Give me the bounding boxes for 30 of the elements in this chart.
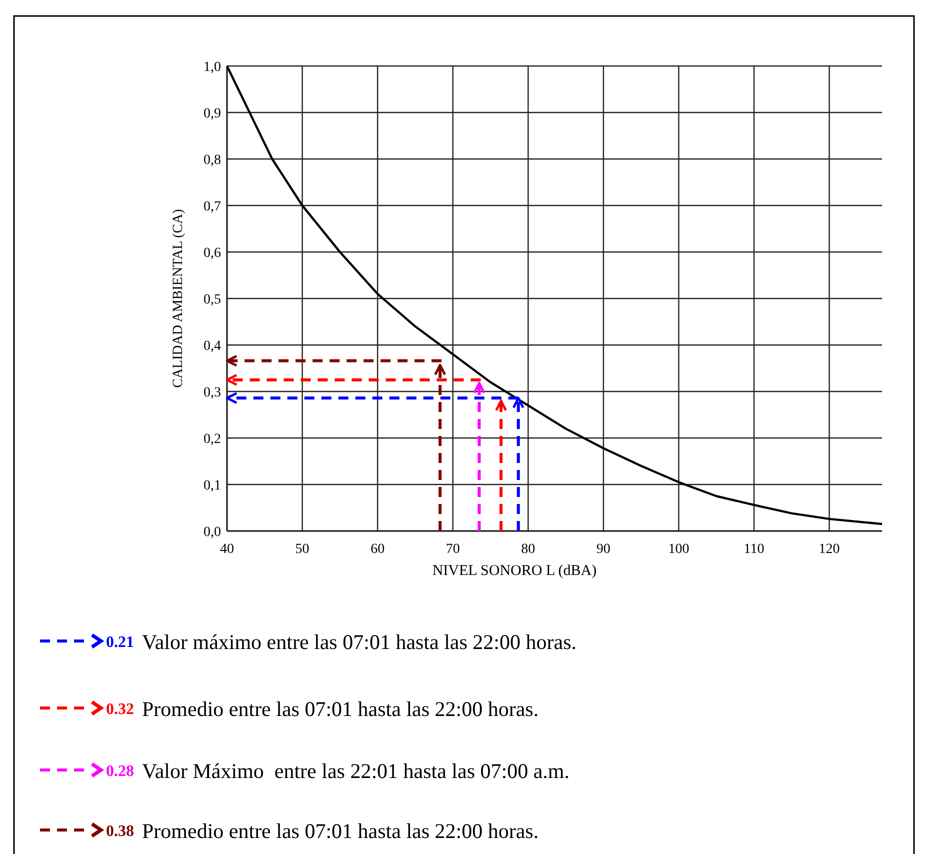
legend-label: Promedio entre las 07:01 hasta las 22:00 horas. xyxy=(142,819,539,843)
y-tick-label: 1,0 xyxy=(204,60,221,75)
x-tick-label: 70 xyxy=(446,542,460,557)
y-tick-label: 0,4 xyxy=(204,339,221,354)
y-tick-label: 0,7 xyxy=(204,200,221,214)
y-tick-label: 0,3 xyxy=(204,386,221,400)
text: 0.21 xyxy=(106,634,134,651)
x-tick-label: 40 xyxy=(220,542,234,557)
x-tick-label: 120 xyxy=(818,542,840,557)
x-tick-label: 110 xyxy=(744,542,764,557)
y-tick-label: 0,5 xyxy=(204,292,221,308)
y-tick-label: 0,8 xyxy=(204,153,221,168)
x-tick-label: 90 xyxy=(596,542,610,557)
y-tick-label: 0,6 xyxy=(204,246,221,261)
legend-label: Valor Máximo entre las 22:01 hasta las 07:00 a.m. xyxy=(142,759,570,783)
x-tick-label: 50 xyxy=(295,542,310,557)
y-axis-title: CALIDAD AMBIENTAL (CA) xyxy=(171,208,186,388)
legend-label: Valor máximo entre las 07:01 hasta las 22:00 horas. xyxy=(142,630,576,654)
x-tick-label: 60 xyxy=(370,542,385,557)
y-tick-label: 0,2 xyxy=(204,432,221,447)
text: 0.38 xyxy=(106,823,134,840)
x-tick-label: 100 xyxy=(668,542,690,557)
x-tick-label: 80 xyxy=(521,542,536,557)
x-axis-title: NIVEL SONORO L (dBA) xyxy=(432,563,597,579)
y-tick-label: 0,0 xyxy=(204,525,221,540)
y-tick-label: 0,9 xyxy=(204,106,221,122)
y-tick-label: 0,1 xyxy=(204,478,221,494)
text: 0.28 xyxy=(106,763,134,780)
legend-label: Promedio entre las 07:01 hasta las 22:00 horas. xyxy=(142,697,539,721)
text: 0.32 xyxy=(106,701,134,718)
